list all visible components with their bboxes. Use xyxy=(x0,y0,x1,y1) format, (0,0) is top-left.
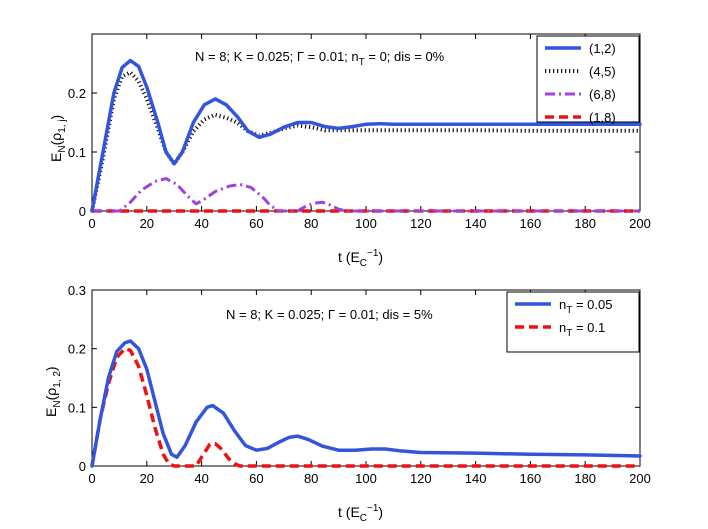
bottom-ticks: 0 20 40 60 80 100 120 140 160 180 200 0 0.1 0.2 0.3 xyxy=(68,283,651,486)
top-series-line xyxy=(92,177,640,213)
top-y-axis-label: EN(ρ1, j) xyxy=(48,115,68,162)
top-x-tick-label: 20 xyxy=(140,216,154,231)
top-x-tick-label: 100 xyxy=(355,216,377,231)
bottom-x-tick-label: 180 xyxy=(574,471,596,486)
top-x-tick-label: 140 xyxy=(465,216,487,231)
bottom-x-tick-label: 160 xyxy=(520,471,542,486)
bottom-legend: nT = 0.05 nT = 0.1 xyxy=(506,291,640,353)
bottom-y-tick-label: 0.3 xyxy=(68,283,86,298)
bottom-legend-label: nT = 0.05 xyxy=(559,297,612,316)
top-legend-label: (1,8) xyxy=(589,110,616,125)
bottom-y-axis-label: EN(ρ1, 2) xyxy=(43,366,63,417)
bottom-x-tick-label: 200 xyxy=(629,471,651,486)
top-series-line xyxy=(90,70,640,212)
top-x-tick-label: 0 xyxy=(88,216,95,231)
bottom-series-line xyxy=(90,346,640,468)
bottom-x-tick-label: 100 xyxy=(355,471,377,486)
bottom-series-line xyxy=(90,339,642,468)
top-legend: (1,2) (4,5) (6,8) (1,8) xyxy=(536,35,640,125)
bottom-legend-box xyxy=(506,291,640,353)
bottom-x-tick-label: 60 xyxy=(249,471,263,486)
top-y-tick-label: 0 xyxy=(79,204,86,219)
bottom-y-tick-label: 0.2 xyxy=(68,342,86,357)
bottom-legend-label: nT = 0.1 xyxy=(559,320,605,339)
bottom-x-tick-label: 80 xyxy=(304,471,318,486)
top-legend-box xyxy=(536,35,640,123)
bottom-x-tick-label: 20 xyxy=(140,471,154,486)
bottom-panel: 0 20 40 60 80 100 120 140 160 180 200 0 0.1 0.2 0.3 N … xyxy=(43,283,651,524)
top-y-tick-label: 0.1 xyxy=(68,145,86,160)
bottom-annotation: N = 8; K = 0.025; Γ = 0.01; dis = 5% xyxy=(226,307,433,322)
bottom-x-axis-label: t (EC−1) xyxy=(338,503,383,524)
top-y-tick-label: 0.2 xyxy=(68,86,86,101)
top-legend-label: (6,8) xyxy=(589,87,616,102)
bottom-series xyxy=(90,339,642,468)
bottom-x-tick-label: 140 xyxy=(465,471,487,486)
top-legend-label: (4,5) xyxy=(589,64,616,79)
top-x-axis-label: t (EC−1) xyxy=(338,248,383,269)
top-x-tick-label: 40 xyxy=(194,216,208,231)
top-annotation: N = 8; K = 0.025; Γ = 0.01; nT = 0; dis … xyxy=(195,49,445,68)
top-series-line xyxy=(90,58,642,213)
top-legend-label: (1,2) xyxy=(589,41,616,56)
bottom-y-tick-label: 0.1 xyxy=(68,400,86,415)
top-panel: 0 20 40 60 80 100 120 140 160 180 200 0 0.1 0.2 N = 8… xyxy=(48,33,651,269)
bottom-x-tick-label: 0 xyxy=(88,471,95,486)
top-x-tick-label: 180 xyxy=(574,216,596,231)
top-x-tick-label: 160 xyxy=(520,216,542,231)
top-x-tick-label: 60 xyxy=(249,216,263,231)
top-series xyxy=(90,58,642,213)
top-x-tick-label: 120 xyxy=(410,216,432,231)
top-x-tick-label: 80 xyxy=(304,216,318,231)
top-x-tick-label: 200 xyxy=(629,216,651,231)
bottom-x-tick-label: 40 xyxy=(194,471,208,486)
top-ticks: 0 20 40 60 80 100 120 140 160 180 200 0 0.1 0.2 xyxy=(68,34,651,231)
bottom-x-tick-label: 120 xyxy=(410,471,432,486)
bottom-y-tick-label: 0 xyxy=(79,459,86,474)
